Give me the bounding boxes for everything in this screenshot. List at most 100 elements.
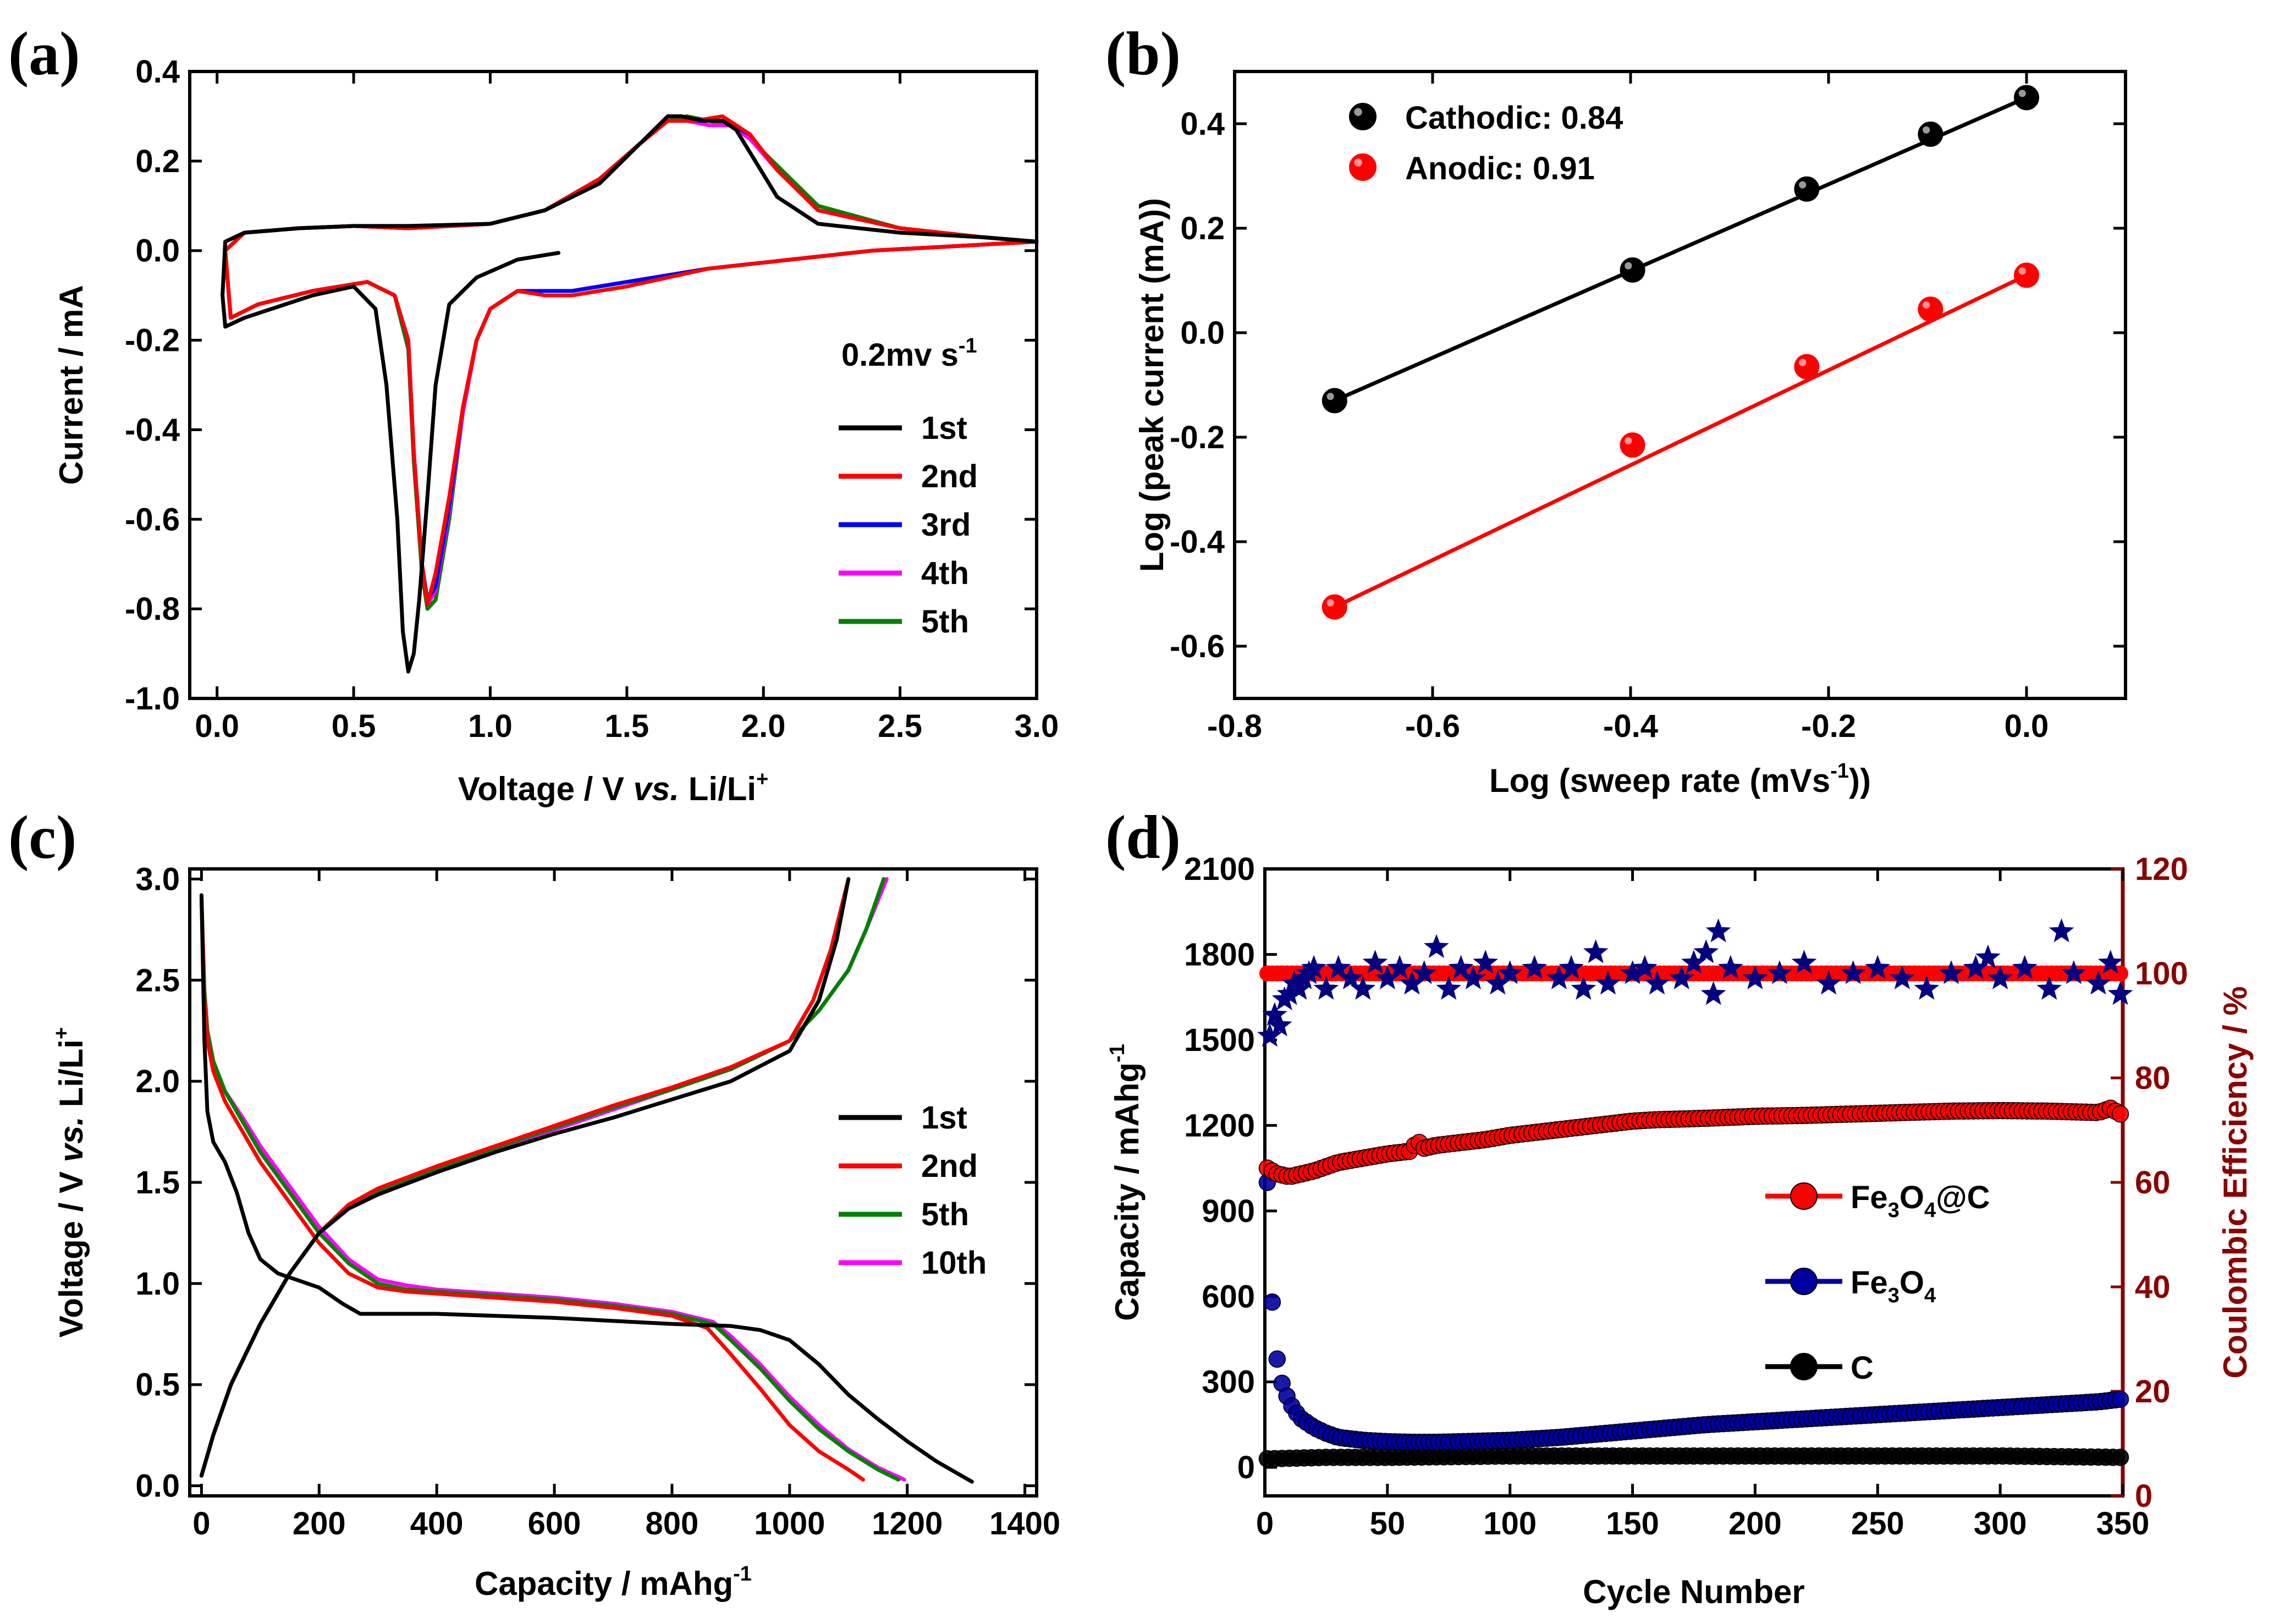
chart-b-point-Anodic: 0.91-highlight xyxy=(2018,267,2026,275)
chart-b-legend-marker-1 xyxy=(1349,153,1376,181)
chart-d-legend-sub: 4 xyxy=(1924,1199,1936,1222)
chart-b-frame xyxy=(1233,70,2127,700)
chart-d-efficiency-star xyxy=(1276,981,1302,1005)
chart-d-ytick-label: 1200 xyxy=(1184,1108,1255,1143)
chart-c-legend-label-2nd: 2nd xyxy=(921,1148,978,1184)
panel-label-d: (d) xyxy=(1105,803,1181,872)
chart-c-ytick-label: 1.0 xyxy=(135,1266,180,1302)
chart-a-ytick-label: -0.4 xyxy=(125,412,180,448)
chart-a-series-1st xyxy=(221,114,1039,674)
chart-d-xtick-label: 0 xyxy=(1256,1506,1274,1542)
chart-a-xlabel-italic: vs. xyxy=(634,770,679,807)
chart-d-efficiency-star xyxy=(2061,960,2086,984)
chart-d-y2label: Coulombic Efficiency / % xyxy=(2217,986,2254,1378)
chart-d-efficiency-star xyxy=(1338,965,1363,989)
chart-c-frame xyxy=(188,867,1038,1498)
chart-d-capacity-point xyxy=(1263,1293,1281,1311)
chart-a-xtick-label: 3.0 xyxy=(1015,708,1059,744)
chart-a-legend-label-2nd: 2nd xyxy=(921,459,978,494)
chart-a-ytick-label: -0.6 xyxy=(125,502,180,537)
chart-b-xtick-label: -0.4 xyxy=(1603,708,1658,744)
panel-label-c: (c) xyxy=(8,803,76,872)
chart-a-frame xyxy=(188,70,1038,700)
chart-c-legend-label-1st: 1st xyxy=(921,1100,967,1136)
chart-d-efficiency-star xyxy=(1262,1002,1287,1026)
chart-c-ytick-label: 0.5 xyxy=(135,1367,180,1403)
chart-a-legend-title-sup: -1 xyxy=(959,334,977,357)
chart-d-efficiency-star xyxy=(1865,955,1891,979)
chart-a-ytick-label: 0.0 xyxy=(135,233,180,269)
chart-d-capacity-point xyxy=(2111,1390,2129,1408)
chart-d-efficiency-star xyxy=(1424,934,1449,958)
chart-c-xtick-label: 600 xyxy=(528,1506,581,1542)
chart-d-xtick-label: 350 xyxy=(2096,1506,2150,1542)
chart-d-efficiency-star xyxy=(1473,950,1498,974)
chart-b-legend-label-1: Anodic: 0.91 xyxy=(1405,151,1595,186)
chart-d-legend-text: O xyxy=(1899,1265,1924,1301)
chart-d-efficiency-star xyxy=(1281,971,1307,995)
chart-b-point-Cathodic: 0.84-highlight xyxy=(1326,393,1334,400)
chart-d-efficiency-star xyxy=(1693,939,1719,964)
chart-d-xtick-label: 100 xyxy=(1483,1506,1537,1542)
chart-c-xtick-label: 1000 xyxy=(754,1506,825,1542)
chart-d-legend-marker-0 xyxy=(1790,1182,1818,1210)
chart-d-efficiency-star xyxy=(1939,960,1964,984)
chart-b-legend-marker-0-highlight xyxy=(1354,108,1362,116)
chart-b-xtick-label: -0.8 xyxy=(1207,708,1262,744)
chart-b-xlabel-sup: -1 xyxy=(1830,759,1849,783)
chart-d-efficiency-star xyxy=(1267,1012,1292,1037)
chart-d-efficiency-star xyxy=(1840,960,1866,984)
chart-c-ylabel: Voltage / V vs. Li/Li+ xyxy=(50,1027,90,1338)
chart-c-xtick-label: 0 xyxy=(192,1506,210,1542)
chart-b-legend-marker-1-highlight xyxy=(1354,158,1362,167)
chart-a-xtick-label: 1.0 xyxy=(468,708,513,744)
chart-d-legend-marker-2 xyxy=(1790,1353,1818,1380)
chart-d-efficiency-star xyxy=(1301,955,1326,979)
chart-b-ytick-label: -0.4 xyxy=(1170,524,1225,560)
chart-c-legend-label-10th: 10th xyxy=(921,1245,987,1281)
chart-d-capacity-point xyxy=(1268,1350,1286,1368)
chart-c-ytick-label: 2.5 xyxy=(135,962,180,998)
chart-a-xtick-label: 1.5 xyxy=(605,708,649,744)
chart-d-legend-sub: 4 xyxy=(1924,1284,1936,1307)
chart-d-efficiency-star xyxy=(1448,955,1474,979)
chart-a-legend-label-3rd: 3rd xyxy=(921,507,971,543)
chart-c-discharge-1st xyxy=(199,893,974,1484)
chart-d-efficiency-star xyxy=(1669,965,1694,989)
chart-b-point-Anodic: 0.91-highlight xyxy=(1799,359,1807,366)
chart-d-y2tick-label: 40 xyxy=(2135,1269,2171,1305)
chart-b-point-Anodic: 0.91 xyxy=(2014,262,2039,288)
chart-c-discharge-5th xyxy=(199,893,901,1482)
chart-a-ytick-label: 0.2 xyxy=(135,144,180,179)
chart-d-efficiency-star xyxy=(1522,955,1548,979)
chart-c-xtick-label: 1400 xyxy=(989,1506,1060,1542)
chart-d-ylabel-sup: -1 xyxy=(1106,1044,1129,1063)
chart-d-legend-text: C xyxy=(1851,1350,1874,1386)
chart-b-log-peak-current: -0.8 -0.6 -0.4 -0.2 0.0 0.4 0.2 0.0 -0.2 -0.4 -0.6… xyxy=(1133,70,2127,799)
chart-c-xtick-label: 1200 xyxy=(872,1506,943,1542)
chart-d-capacity-point xyxy=(2111,1105,2129,1123)
chart-d-ylabel: Capacity / mAhg-1 xyxy=(1106,1044,1146,1321)
chart-a-ylabel: Current / mA xyxy=(53,285,90,485)
panel-label-a: (a) xyxy=(8,20,80,88)
chart-d-efficiency-star xyxy=(1485,971,1511,995)
chart-a-ytick-label: 0.4 xyxy=(135,54,180,90)
chart-d-y2tick-label: 60 xyxy=(2135,1165,2171,1201)
chart-d-efficiency-star xyxy=(1436,976,1462,1000)
chart-a-xlabel-text2: Li/Li xyxy=(679,770,756,807)
chart-a-ytick-label: -0.8 xyxy=(125,591,180,627)
chart-d-ytick-label: 600 xyxy=(1202,1279,1255,1314)
chart-d-efficiency-star xyxy=(1286,976,1312,1000)
chart-c-charge-2nd xyxy=(199,877,851,1478)
chart-d-legend-label-2: C xyxy=(1851,1350,1874,1386)
chart-d-ylabel-text: Capacity / mAhg xyxy=(1109,1063,1146,1321)
chart-b-legend-label-0: Cathodic: 0.84 xyxy=(1405,100,1623,136)
chart-d-efficiency-star xyxy=(1375,965,1400,989)
chart-a-legend-title: 0.2mv s-1 xyxy=(841,334,977,373)
chart-d-efficiency-star xyxy=(1767,960,1792,984)
chart-d-efficiency-star xyxy=(1461,965,1486,989)
chart-d-legend-text: O xyxy=(1899,1180,1924,1215)
chart-c-xtick-label: 200 xyxy=(293,1506,346,1542)
chart-d-legend-label-0: Fe3O4@C xyxy=(1851,1180,1990,1222)
chart-a-legend-title-text: 0.2mv s xyxy=(841,337,959,373)
